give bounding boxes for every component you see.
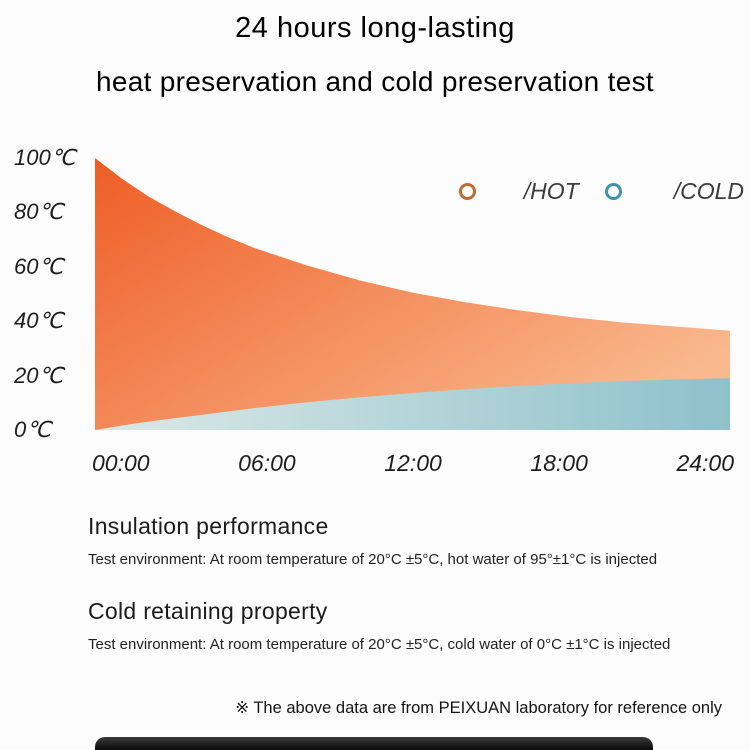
hot-legend-label: /HOT: [523, 178, 579, 204]
cold-legend-label: /COLD: [673, 178, 744, 204]
title-line-2: heat preservation and cold preservation …: [96, 66, 654, 97]
y-tick-label: 20℃: [14, 362, 64, 388]
insulation-section-description: Test environment: At room temperature of…: [88, 551, 658, 568]
x-tick-label: 00:00: [92, 450, 150, 476]
cold-legend-icon: [604, 183, 622, 200]
insulation-section-heading: Insulation performance: [88, 513, 329, 539]
temperature-chart: /HOT /COLD: [95, 158, 744, 430]
x-axis: 00:00 06:00 12:00 18:00 24:00: [92, 450, 734, 477]
product-image-edge: [95, 737, 653, 750]
y-tick-label: 80℃: [14, 199, 64, 225]
footer-note: ※ The above data are from PEIXUAN labora…: [235, 699, 722, 717]
y-tick-label: 0℃: [14, 417, 51, 442]
y-tick-label: 60℃: [14, 253, 64, 279]
x-tick-label: 12:00: [384, 450, 442, 476]
cold-retaining-section-description: Test environment: At room temperature of…: [88, 636, 671, 653]
y-tick-label: 40℃: [14, 308, 64, 334]
y-tick-label: 100℃: [14, 145, 76, 170]
x-tick-label: 18:00: [530, 450, 588, 476]
chart-canvas: [95, 158, 730, 430]
title-line-1: 24 hours long-lasting: [235, 12, 515, 44]
cold-area: [95, 378, 730, 430]
hot-legend-icon: [458, 183, 476, 200]
x-tick-label: 06:00: [238, 450, 296, 476]
hot-area: [95, 158, 730, 430]
chart-legend: /HOT /COLD: [458, 178, 744, 205]
x-tick-label: 24:00: [676, 450, 734, 476]
page-title: 24 hours long-lasting heat preservation …: [0, 12, 750, 98]
cold-retaining-section-heading: Cold retaining property: [88, 598, 328, 624]
y-axis: 100℃ 80℃ 60℃ 40℃ 20℃ 0℃: [14, 145, 86, 442]
